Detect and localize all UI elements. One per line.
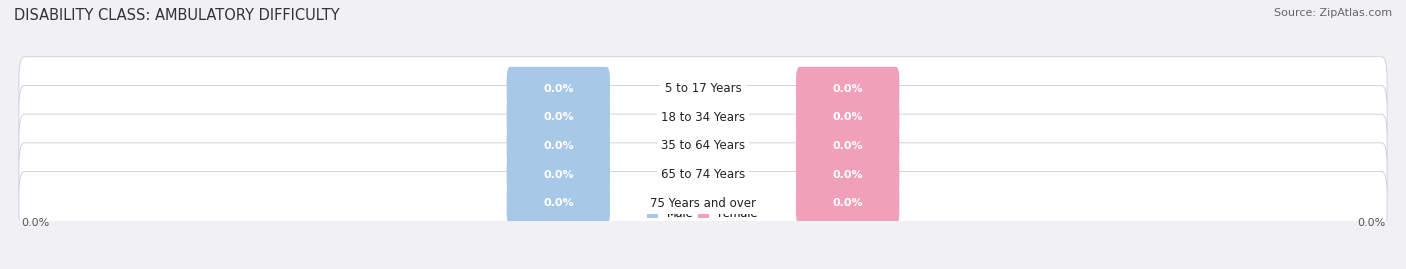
FancyBboxPatch shape: [796, 95, 900, 139]
Text: 0.0%: 0.0%: [543, 112, 574, 122]
Text: 0.0%: 0.0%: [832, 141, 863, 151]
FancyBboxPatch shape: [506, 124, 610, 168]
Text: 75 Years and over: 75 Years and over: [650, 197, 756, 210]
FancyBboxPatch shape: [796, 67, 900, 110]
FancyBboxPatch shape: [796, 182, 900, 225]
Text: 0.0%: 0.0%: [543, 84, 574, 94]
Text: 0.0%: 0.0%: [1357, 218, 1385, 228]
FancyBboxPatch shape: [506, 67, 610, 110]
FancyBboxPatch shape: [506, 153, 610, 196]
Text: DISABILITY CLASS: AMBULATORY DIFFICULTY: DISABILITY CLASS: AMBULATORY DIFFICULTY: [14, 8, 340, 23]
Text: Source: ZipAtlas.com: Source: ZipAtlas.com: [1274, 8, 1392, 18]
Legend: Male, Female: Male, Female: [643, 204, 763, 224]
Text: 35 to 64 Years: 35 to 64 Years: [661, 140, 745, 153]
Text: 0.0%: 0.0%: [21, 218, 49, 228]
Text: 5 to 17 Years: 5 to 17 Years: [665, 82, 741, 95]
Text: 0.0%: 0.0%: [543, 170, 574, 180]
Text: 0.0%: 0.0%: [832, 198, 863, 208]
FancyBboxPatch shape: [796, 124, 900, 168]
FancyBboxPatch shape: [18, 172, 1388, 235]
FancyBboxPatch shape: [506, 95, 610, 139]
FancyBboxPatch shape: [18, 143, 1388, 207]
Text: 0.0%: 0.0%: [543, 141, 574, 151]
Text: 0.0%: 0.0%: [543, 198, 574, 208]
Text: 0.0%: 0.0%: [832, 170, 863, 180]
FancyBboxPatch shape: [18, 114, 1388, 178]
Text: 0.0%: 0.0%: [832, 84, 863, 94]
FancyBboxPatch shape: [18, 86, 1388, 149]
Text: 0.0%: 0.0%: [832, 112, 863, 122]
Text: 18 to 34 Years: 18 to 34 Years: [661, 111, 745, 124]
FancyBboxPatch shape: [18, 57, 1388, 121]
FancyBboxPatch shape: [796, 153, 900, 196]
Text: 65 to 74 Years: 65 to 74 Years: [661, 168, 745, 181]
FancyBboxPatch shape: [506, 182, 610, 225]
